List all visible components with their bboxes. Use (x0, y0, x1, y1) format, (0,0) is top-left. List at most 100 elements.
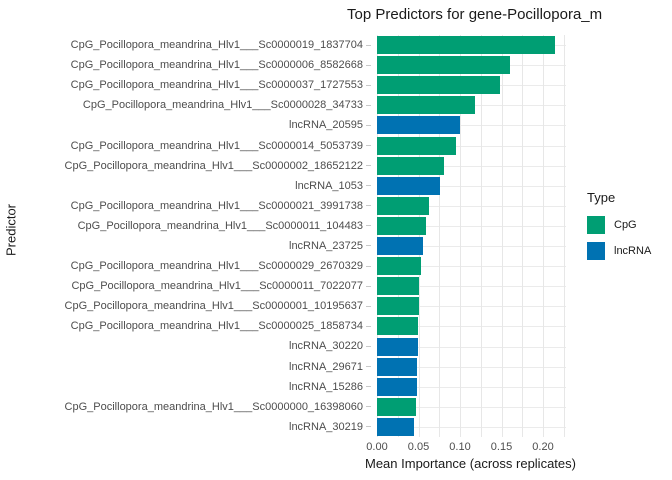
gridline-horizontal (377, 306, 566, 308)
gridline-vertical (481, 35, 482, 437)
y-axis-label: CpG_Pocillopora_meandrina_Hlv1___Sc00000… (70, 199, 363, 212)
bar-lncrna (377, 116, 460, 135)
y-axis-label: CpG_Pocillopora_meandrina_Hlv1___Sc00000… (77, 219, 363, 232)
legend-entry: CpG (587, 216, 651, 234)
y-axis-tick (366, 185, 371, 187)
y-axis-tick (366, 325, 371, 327)
y-axis-label-row: CpG_Pocillopora_meandrina_Hlv1___Sc00000… (0, 196, 373, 216)
bar-lncrna (377, 237, 424, 256)
gridline-horizontal (377, 165, 566, 167)
gridline-vertical (460, 35, 461, 437)
gridline-vertical (502, 35, 503, 437)
y-axis-label-row: CpG_Pocillopora_meandrina_Hlv1___Sc00000… (0, 95, 373, 115)
y-axis-label: lncRNA_20595 (289, 119, 363, 132)
gridline-vertical (543, 35, 544, 437)
x-axis-title: Mean Importance (across replicates) (365, 456, 576, 471)
y-axis-label-row: lncRNA_15286 (0, 377, 373, 397)
y-axis-label-row: CpG_Pocillopora_meandrina_Hlv1___Sc00000… (0, 156, 373, 176)
gridline-horizontal (377, 346, 566, 348)
y-axis-tick (366, 426, 371, 428)
y-axis-tick (366, 265, 371, 267)
legend-entries: CpG lncRNA (587, 216, 651, 260)
x-axis-tick-label: 0.10 (449, 441, 471, 453)
y-axis-label-row: lncRNA_30220 (0, 336, 373, 356)
x-axis-tick-label: 0.20 (532, 441, 554, 453)
bar-lncrna (377, 357, 418, 376)
gridline-horizontal (377, 185, 566, 187)
y-axis-tick (366, 64, 371, 66)
y-axis-label-row: lncRNA_20595 (0, 115, 373, 135)
y-axis-tick (366, 44, 371, 46)
gridline-horizontal (377, 326, 566, 328)
bar-cpg (377, 297, 419, 316)
legend-swatch (587, 216, 605, 234)
y-axis-label-row: CpG_Pocillopora_meandrina_Hlv1___Sc00000… (0, 296, 373, 316)
gridline-horizontal (377, 426, 566, 428)
gridline-horizontal (377, 246, 566, 248)
y-axis-label: lncRNA_30219 (289, 420, 363, 433)
gridline-vertical (377, 35, 378, 437)
y-axis-tick (366, 345, 371, 347)
y-axis-label: lncRNA_29671 (289, 360, 363, 373)
y-axis-tick (366, 145, 371, 147)
y-axis-tick (366, 165, 371, 167)
y-axis-label: CpG_Pocillopora_meandrina_Hlv1___Sc00000… (70, 320, 363, 333)
y-axis-label: CpG_Pocillopora_meandrina_Hlv1___Sc00000… (70, 139, 363, 152)
y-axis-label-row: lncRNA_30219 (0, 417, 373, 437)
y-axis-label-row: CpG_Pocillopora_meandrina_Hlv1___Sc00000… (0, 135, 373, 155)
y-axis-label-row: lncRNA_23725 (0, 236, 373, 256)
bar-cpg (377, 317, 419, 336)
y-axis-label: CpG_Pocillopora_meandrina_Hlv1___Sc00000… (70, 59, 363, 72)
y-axis-label: lncRNA_30220 (289, 340, 363, 353)
gridline-horizontal (377, 205, 566, 207)
x-axis-tick-label: 0.00 (366, 441, 388, 453)
chart-title: Top Predictors for gene-Pocillopora_m (347, 6, 603, 23)
y-axis-tick (366, 245, 371, 247)
gridline-horizontal (377, 266, 566, 268)
y-axis-tick (366, 124, 371, 126)
y-axis-label-row: CpG_Pocillopora_meandrina_Hlv1___Sc00000… (0, 216, 373, 236)
gridline-horizontal (377, 225, 566, 227)
gridline-vertical (419, 35, 420, 437)
y-axis-label: CpG_Pocillopora_meandrina_Hlv1___Sc00000… (70, 39, 363, 52)
bar-cpg (377, 76, 500, 95)
bar-lncrna (377, 337, 418, 356)
bar-cpg (377, 56, 510, 75)
y-axis-label-row: lncRNA_1053 (0, 176, 373, 196)
bar-cpg (377, 277, 420, 296)
bar-lncrna (377, 377, 417, 396)
y-axis-label: CpG_Pocillopora_meandrina_Hlv1___Sc00000… (70, 79, 363, 92)
legend-swatch (587, 242, 605, 260)
y-axis-label: CpG_Pocillopora_meandrina_Hlv1___Sc00000… (70, 260, 363, 273)
gridline-horizontal (377, 286, 566, 288)
bar-cpg (377, 196, 430, 215)
gridline-vertical (564, 35, 565, 437)
legend-title: Type (587, 190, 616, 205)
y-axis-label: CpG_Pocillopora_meandrina_Hlv1___Sc00000… (64, 300, 363, 313)
gridline-vertical (439, 35, 440, 437)
y-axis-tick (366, 84, 371, 86)
bar-cpg (377, 216, 426, 235)
bar-lncrna (377, 176, 441, 195)
y-axis-label-row: lncRNA_29671 (0, 357, 373, 377)
legend-label: CpG (614, 219, 637, 231)
bar-cpg (377, 156, 445, 175)
gridline-horizontal (377, 366, 566, 368)
y-axis-tick (366, 205, 371, 207)
bar-lncrna (377, 417, 414, 436)
y-axis-tick (366, 225, 371, 227)
y-axis-label-row: CpG_Pocillopora_meandrina_Hlv1___Sc00000… (0, 316, 373, 336)
bar-cpg (377, 36, 555, 55)
gridline-vertical (398, 35, 399, 437)
y-axis-label: lncRNA_23725 (289, 239, 363, 252)
y-axis-tick (366, 386, 371, 388)
y-axis-tick (366, 104, 371, 106)
y-axis-tick (366, 285, 371, 287)
bar-cpg (377, 96, 475, 115)
x-axis-tick-label: 0.05 (407, 441, 430, 453)
y-axis-label-row: CpG_Pocillopora_meandrina_Hlv1___Sc00000… (0, 276, 373, 296)
gridline-horizontal (377, 125, 566, 127)
plot-panel (377, 35, 566, 437)
gridline-vertical (522, 35, 523, 437)
